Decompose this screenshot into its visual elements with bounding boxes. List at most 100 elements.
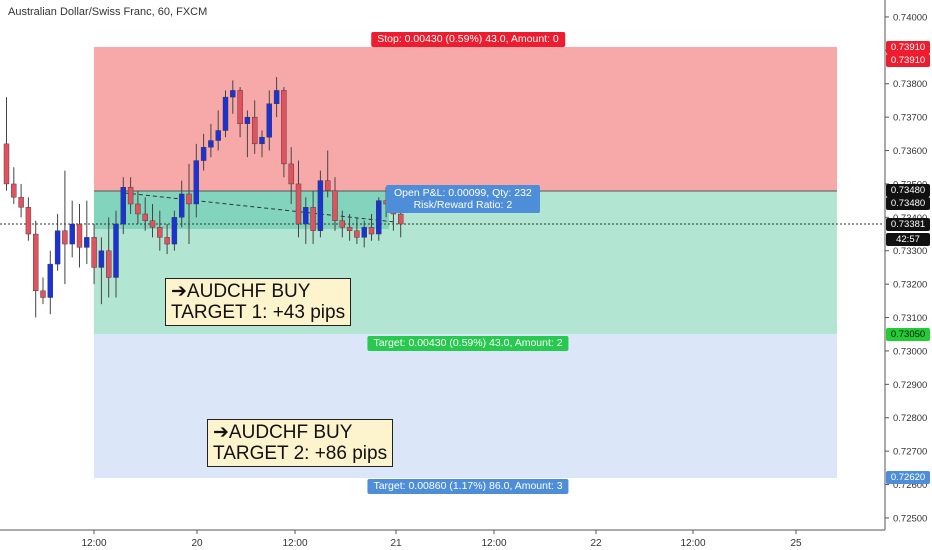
candle-body	[332, 190, 338, 221]
candle-body	[200, 146, 207, 161]
price-tick-label: 0.73700	[893, 113, 927, 124]
candle-body	[222, 96, 229, 131]
note-target1[interactable]: ➔AUDCHF BUY TARGET 1: +43 pips	[165, 278, 352, 326]
candle-body	[317, 180, 324, 231]
note-target2-line2: TARGET 2: +86 pips	[213, 443, 388, 464]
price-tick-label: 0.73600	[893, 146, 927, 157]
candle-body	[339, 220, 345, 228]
candle-body	[237, 90, 243, 125]
candle-body	[215, 130, 221, 141]
candle-body	[149, 220, 156, 228]
time-tick-label: 12:00	[481, 538, 506, 549]
candle-body	[325, 180, 331, 191]
candle-body	[69, 223, 75, 245]
time-tick-label: 12:00	[282, 538, 307, 549]
candle-body	[361, 227, 367, 238]
candle-body	[40, 290, 46, 298]
target2-zone	[94, 334, 837, 478]
note-target2[interactable]: ➔AUDCHF BUY TARGET 2: +86 pips	[207, 419, 394, 467]
note-target2-line1: ➔AUDCHF BUY	[213, 422, 353, 443]
price-tick-label: 0.73200	[893, 280, 927, 291]
pnl-line: Open P&L: 0.00099, Qty: 232	[394, 187, 532, 199]
target2-tag[interactable]: Target: 0.00860 (1.17%) 86.0, Amount: 3	[367, 479, 569, 494]
price-tick-label: 0.72600	[893, 480, 927, 491]
price-axis[interactable]: 0.740000.739000.738000.737000.736000.735…	[885, 12, 927, 524]
price-tick-label: 0.74000	[893, 12, 927, 23]
current-price-label: 0.73381	[886, 218, 930, 231]
candle-body	[273, 90, 280, 104]
candle-body	[178, 193, 185, 218]
candle-body	[376, 200, 382, 235]
candle-body	[346, 227, 353, 231]
candle-body	[62, 230, 68, 245]
candle-body	[266, 103, 272, 138]
target2-price-label: 0.72620	[886, 471, 930, 484]
candle-body	[164, 237, 170, 245]
candle-body	[54, 230, 61, 265]
note-target1-line1: ➔AUDCHF BUY	[171, 281, 311, 302]
candle-body	[186, 193, 192, 205]
time-tick-label: 12:00	[680, 538, 705, 549]
candle-body	[288, 163, 294, 185]
candle-body	[11, 183, 17, 198]
candle-body	[208, 140, 214, 148]
price-tick-label: 0.72500	[893, 513, 927, 524]
price-tick-label: 0.72800	[893, 413, 927, 424]
price-tick-label: 0.72900	[893, 380, 927, 391]
candle-body	[98, 250, 105, 268]
candle-body	[230, 90, 236, 98]
candle-body	[135, 203, 141, 215]
price-tick-label: 0.73100	[893, 313, 927, 324]
time-tick-label: 22	[590, 538, 602, 549]
entry-price-label: 0.73480	[886, 184, 930, 197]
candle-body	[105, 250, 112, 278]
candle-body	[310, 207, 316, 231]
candle-body	[171, 217, 178, 245]
stop-price-label: 0.73910	[886, 54, 930, 67]
target1-tag[interactable]: Target: 0.00430 (0.59%) 43.0, Amount: 2	[367, 336, 569, 351]
bar-timer-label: 42:57	[886, 233, 930, 246]
price-tick-label: 0.73300	[893, 246, 927, 257]
candle-body	[84, 237, 90, 248]
candle-body	[76, 223, 83, 248]
chart-title: Australian Dollar/Swiss Franc, 60, FXCM	[8, 6, 208, 18]
candle-body	[259, 136, 265, 145]
candle-body	[18, 197, 24, 208]
candle-body	[281, 90, 287, 165]
pnl-box[interactable]: Open P&L: 0.00099, Qty: 232 Risk/Reward …	[386, 185, 540, 213]
time-tick-label: 25	[790, 538, 802, 549]
stop-price-label: 0.73910	[886, 41, 930, 54]
candle-body	[142, 213, 148, 221]
note-target1-line2: TARGET 1: +43 pips	[171, 302, 346, 323]
time-axis[interactable]: 12:00 20 12:00 21 12:00 22 12:00 25	[81, 530, 802, 549]
price-tick-label: 0.73000	[893, 346, 927, 357]
time-tick-label: 12:00	[81, 538, 106, 549]
candle-body	[157, 227, 163, 238]
candle-body	[91, 237, 97, 268]
risk-reward-line: Risk/Reward Ratio: 2	[413, 199, 513, 211]
stop-tag[interactable]: Stop: 0.00430 (0.59%) 43.0, Amount: 0	[371, 32, 565, 47]
candle-body	[113, 223, 119, 278]
stop-zone	[94, 47, 837, 191]
time-tick-label: 20	[191, 538, 203, 549]
candle-body	[354, 230, 360, 238]
candle-body	[398, 213, 404, 225]
candle-body	[244, 116, 251, 125]
candle-body	[295, 183, 302, 225]
target1-price-label: 0.73050	[886, 328, 930, 341]
candle-body	[25, 207, 32, 235]
candle-body	[120, 187, 127, 225]
candle-body	[3, 143, 10, 185]
candle-body	[193, 160, 200, 205]
price-tick-label: 0.72700	[893, 447, 927, 458]
price-tick-label: 0.73800	[893, 79, 927, 90]
time-tick-label: 21	[390, 538, 402, 549]
candle-body	[47, 263, 53, 298]
candle-body	[251, 116, 258, 145]
candle-body	[127, 187, 134, 205]
candle-body	[33, 233, 39, 292]
entry-price-label: 0.73480	[886, 197, 930, 210]
candle-body	[303, 207, 309, 225]
candle-body	[368, 227, 375, 235]
